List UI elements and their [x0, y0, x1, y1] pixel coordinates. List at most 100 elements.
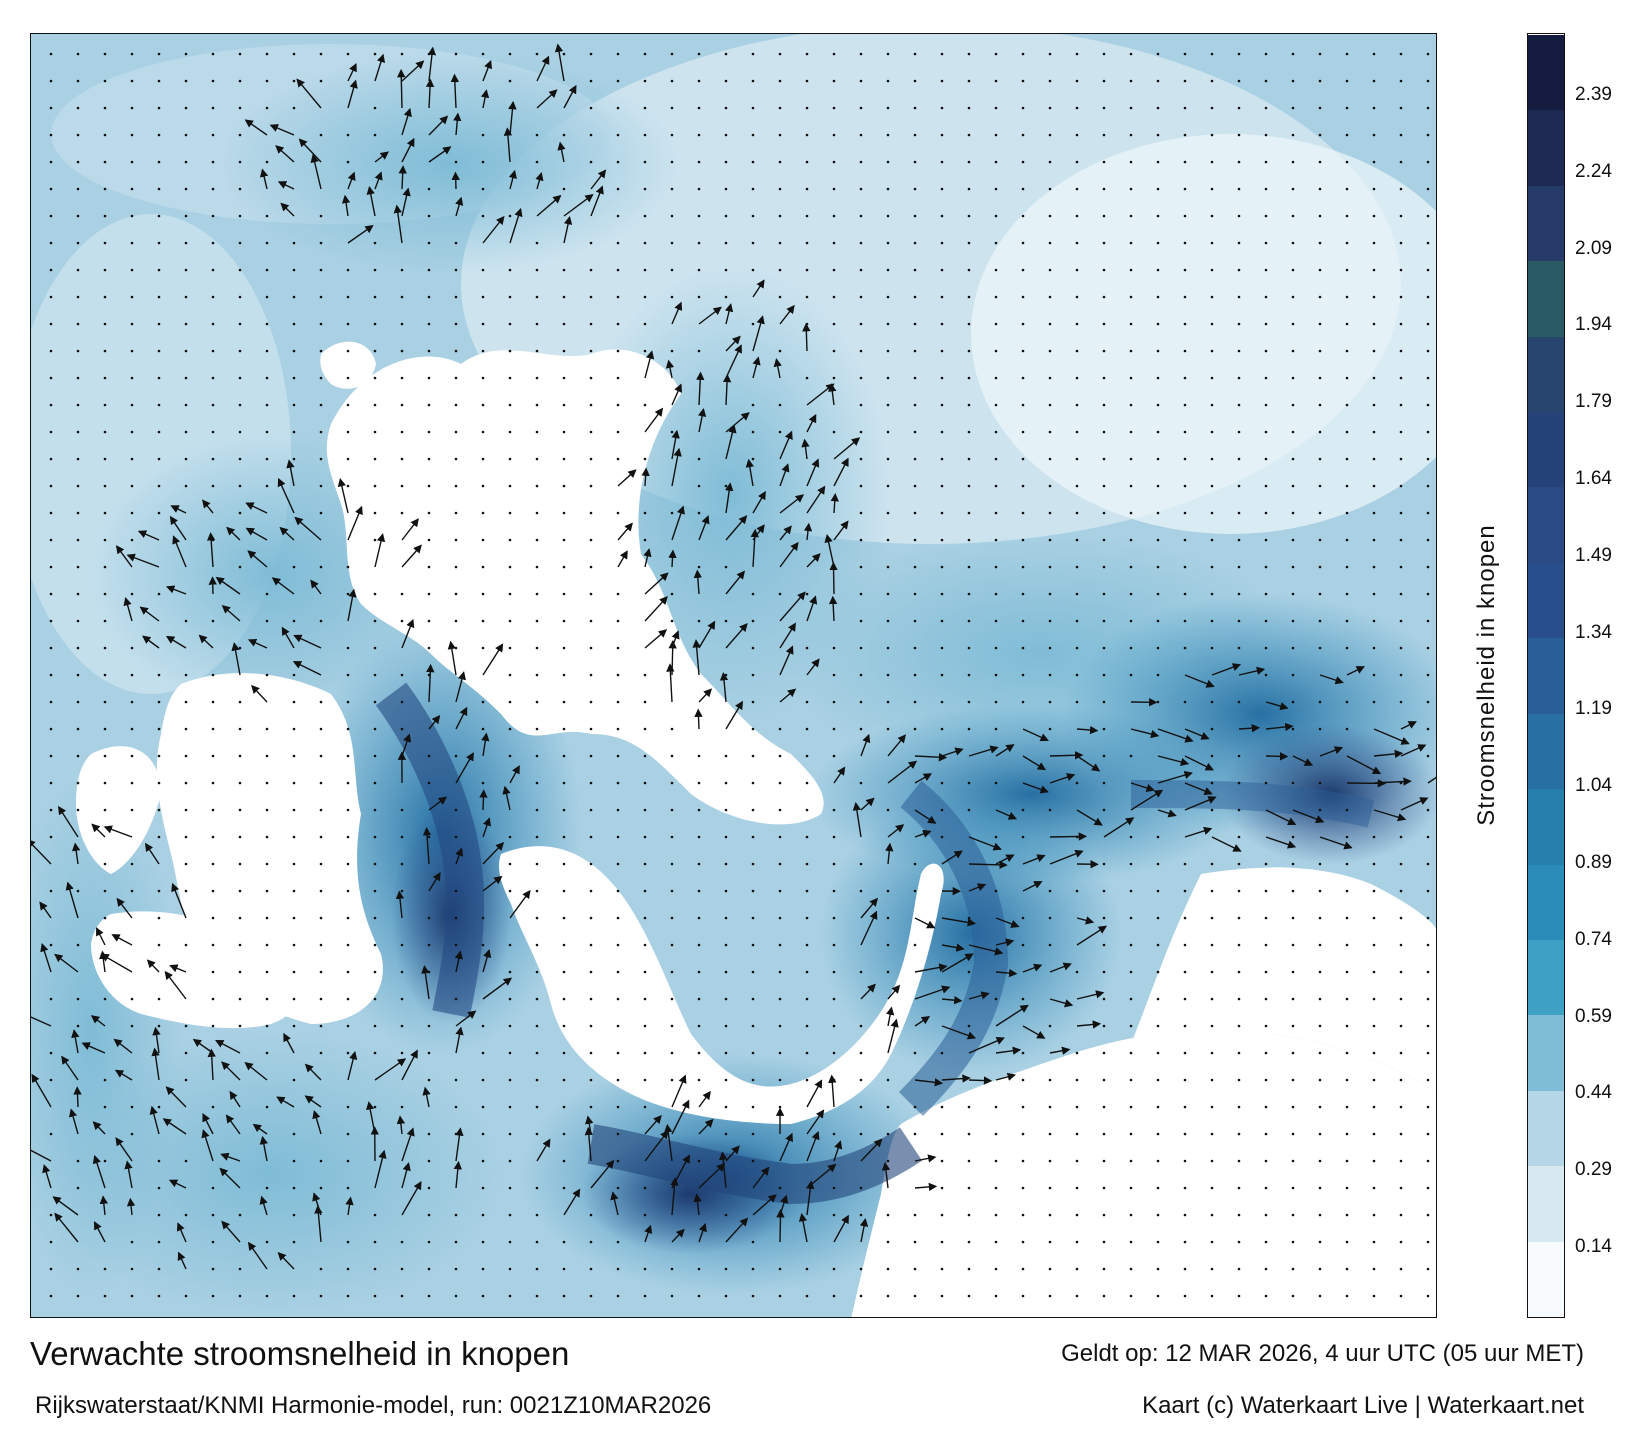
grid-dot: [1345, 1024, 1349, 1028]
grid-dot: [400, 700, 404, 704]
grid-dot: [319, 997, 323, 1001]
grid-dot: [1048, 1240, 1052, 1244]
current-arrow: [1049, 832, 1088, 841]
grid-dot: [1399, 997, 1403, 1001]
grid-dot: [1399, 916, 1403, 920]
grid-dot: [1426, 997, 1430, 1001]
colorbar-tick-label: 2.39: [1575, 84, 1612, 105]
grid-dot: [1318, 1186, 1322, 1190]
grid-dot: [1102, 754, 1106, 758]
grid-dot: [103, 241, 107, 245]
current-speed-map[interactable]: [30, 33, 1437, 1318]
grid-dot: [670, 754, 674, 758]
grid-dot: [103, 214, 107, 218]
grid-dot: [1210, 160, 1214, 164]
grid-dot: [1102, 1186, 1106, 1190]
grid-dot: [1129, 997, 1133, 1001]
grid-dot: [1291, 1024, 1295, 1028]
grid-dot: [697, 241, 701, 245]
grid-dot: [481, 538, 485, 542]
current-arrow: [1049, 751, 1084, 760]
current-arrow: [453, 112, 462, 136]
grid-dot: [157, 1267, 161, 1271]
current-arrow: [252, 1123, 268, 1135]
grid-dot: [1210, 376, 1214, 380]
current-arrow: [968, 860, 1008, 870]
grid-dot: [886, 943, 890, 947]
grid-dot: [535, 295, 539, 299]
grid-dot: [967, 349, 971, 353]
grid-dot: [697, 160, 701, 164]
grid-dot: [1318, 1024, 1322, 1028]
grid-dot: [427, 970, 431, 974]
grid-dot: [508, 592, 512, 596]
grid-dot: [994, 430, 998, 434]
grid-dot: [319, 484, 323, 488]
grid-dot: [238, 835, 242, 839]
grid-dot: [1102, 79, 1106, 83]
grid-dot: [1372, 1213, 1376, 1217]
grid-dot: [1237, 187, 1241, 191]
grid-dot: [454, 538, 458, 542]
grid-dot: [1183, 322, 1187, 326]
current-arrow: [671, 429, 680, 460]
grid-dot: [994, 511, 998, 515]
current-arrow: [114, 1069, 133, 1081]
grid-dot: [1318, 1078, 1322, 1082]
grid-dot: [805, 241, 809, 245]
grid-dot: [319, 754, 323, 758]
grid-dot: [913, 619, 917, 623]
grid-dot: [1075, 1105, 1079, 1109]
grid-dot: [751, 187, 755, 191]
grid-dot: [832, 1213, 836, 1217]
grid-dot: [1102, 52, 1106, 56]
current-arrow: [752, 279, 765, 298]
grid-dot: [1372, 943, 1376, 947]
grid-dot: [1156, 835, 1160, 839]
grid-dot: [751, 997, 755, 1001]
grid-dot: [913, 538, 917, 542]
grid-dot: [967, 268, 971, 272]
grid-dot: [427, 1159, 431, 1163]
grid-dot: [643, 1078, 647, 1082]
current-arrow: [215, 1039, 241, 1054]
current-arrow: [941, 1074, 971, 1083]
grid-dot: [238, 700, 242, 704]
grid-dot: [1210, 889, 1214, 893]
current-arrow: [1265, 809, 1297, 825]
grid-dot: [103, 160, 107, 164]
grid-dot: [346, 1132, 350, 1136]
grid-dot: [130, 349, 134, 353]
current-arrow: [96, 927, 106, 946]
grid-dot: [346, 160, 350, 164]
grid-dot: [1183, 403, 1187, 407]
grid-dot: [76, 79, 80, 83]
grid-dot: [643, 160, 647, 164]
grid-dot: [1345, 997, 1349, 1001]
grid-dot: [1237, 322, 1241, 326]
grid-dot: [535, 1213, 539, 1217]
grid-dot: [238, 646, 242, 650]
current-arrow: [536, 89, 558, 109]
grid-dot: [535, 1051, 539, 1055]
grid-dot: [535, 727, 539, 731]
current-arrow: [244, 119, 268, 136]
grid-dot: [724, 160, 728, 164]
current-arrow: [347, 224, 374, 244]
grid-dot: [1291, 1240, 1295, 1244]
grid-dot: [778, 1186, 782, 1190]
grid-dot: [292, 673, 296, 677]
current-arrow: [115, 1137, 133, 1162]
grid-dot: [1156, 700, 1160, 704]
grid-dot: [1399, 565, 1403, 569]
grid-dot: [643, 754, 647, 758]
grid-dot: [643, 997, 647, 1001]
grid-dot: [1372, 1078, 1376, 1082]
grid-dot: [751, 1294, 755, 1298]
current-arrow: [482, 977, 513, 1000]
current-arrow: [1076, 1020, 1102, 1029]
grid-dot: [1372, 1240, 1376, 1244]
current-arrow: [139, 606, 160, 622]
grid-dot: [211, 268, 215, 272]
grid-dot: [400, 835, 404, 839]
